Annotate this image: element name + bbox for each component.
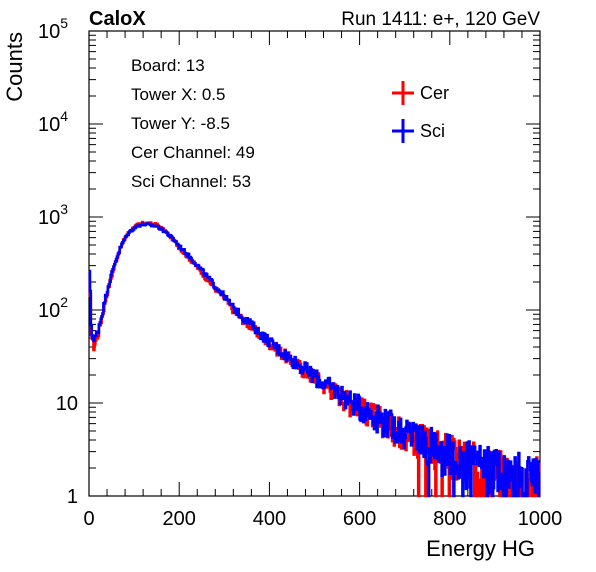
x-axis-ticks: 0 200 400 600 800 1000 [83, 31, 562, 530]
y-tick-label: 105 [38, 15, 68, 43]
info-line: Cer Channel: 49 [131, 143, 255, 162]
info-line: Tower Y: -8.5 [131, 114, 230, 133]
series-layer [88, 220, 541, 498]
y-tick-label: 104 [38, 108, 68, 136]
x-tick-label: 600 [343, 508, 376, 530]
y-tick-label: 102 [38, 294, 68, 322]
title-left: CaloX [89, 8, 146, 30]
y-axis-ticks: 1 10 102 103 104 105 [38, 15, 540, 508]
legend-label: Sci [420, 121, 445, 141]
info-line: Sci Channel: 53 [131, 172, 251, 191]
plot-frame [88, 30, 541, 497]
info-box: Board: 13 Tower X: 0.5 Tower Y: -8.5 Cer Ch… [131, 56, 255, 191]
info-line: Tower X: 0.5 [131, 85, 226, 104]
legend-label: Cer [420, 83, 449, 103]
x-axis-label: Energy HG [426, 536, 535, 561]
x-tick-label: 200 [163, 508, 196, 530]
y-axis-label: Counts [2, 32, 27, 102]
x-tick-label: 400 [253, 508, 286, 530]
y-tick-label: 10 [56, 393, 78, 415]
legend: Cer Sci [392, 81, 449, 143]
info-line: Board: 13 [131, 56, 205, 75]
title-right: Run 1411: e+, 120 GeV [341, 9, 540, 30]
x-tick-label: 800 [433, 508, 466, 530]
x-tick-label: 0 [83, 508, 94, 530]
series-sci-line [88, 222, 541, 498]
y-tick-label: 103 [38, 201, 68, 229]
x-tick-label: 1000 [518, 508, 563, 530]
y-tick-label: 1 [67, 486, 78, 508]
